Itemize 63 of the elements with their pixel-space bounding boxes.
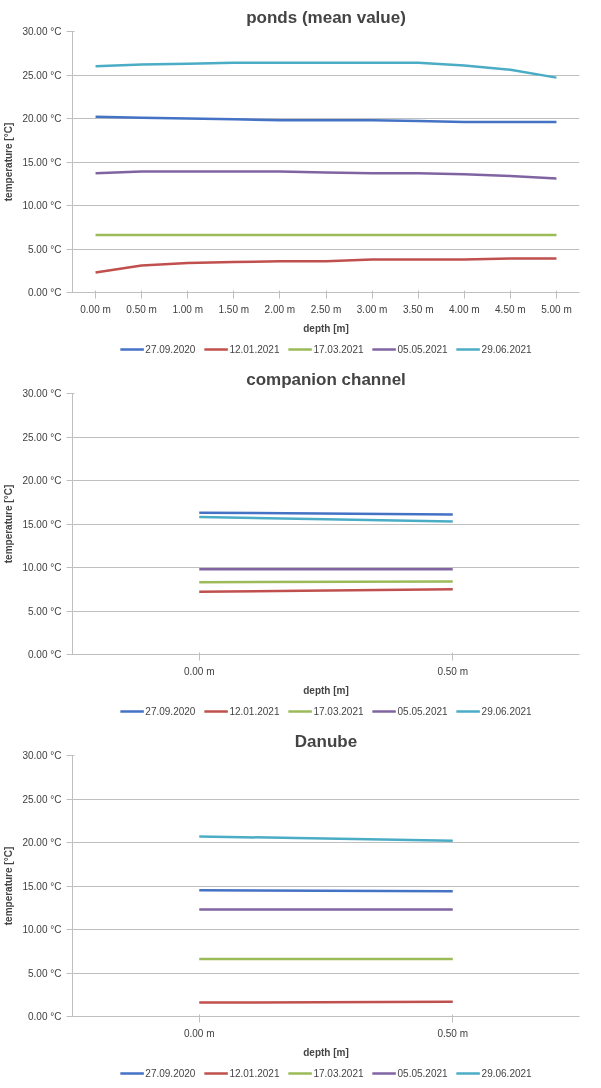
line-series bbox=[94, 170, 558, 180]
y-tick-label: 15.00 °C bbox=[22, 156, 62, 168]
x-axis-title: depth [m] bbox=[303, 322, 349, 334]
legend-label: 12.01.2021 bbox=[229, 1067, 280, 1079]
y-tick-label: 0.00 °C bbox=[28, 287, 62, 298]
legend-label: 05.05.2021 bbox=[397, 705, 448, 717]
legend-label: 05.05.2021 bbox=[397, 343, 448, 355]
y-tick-label: 25.00 °C bbox=[22, 431, 62, 443]
y-tick-label: 5.00 °C bbox=[28, 967, 62, 979]
x-tick-label: 1.00 m bbox=[172, 303, 204, 315]
legend-label: 05.05.2021 bbox=[397, 1067, 448, 1079]
legend-label: 17.03.2021 bbox=[313, 705, 364, 717]
legend-label: 27.09.2020 bbox=[145, 1067, 196, 1079]
legend-label: 27.09.2020 bbox=[145, 343, 196, 355]
legend-label: 29.06.2021 bbox=[481, 1067, 532, 1079]
y-tick-label: 0.00 °C bbox=[28, 649, 62, 660]
y-tick-label: 25.00 °C bbox=[22, 69, 62, 81]
x-tick-label: 0.50 m bbox=[437, 665, 469, 677]
x-tick-label: 2.00 m bbox=[264, 303, 296, 315]
y-axis-title: temperature [°C] bbox=[3, 484, 15, 564]
y-axis-title: temperature [°C] bbox=[3, 846, 15, 926]
x-axis-title: depth [m] bbox=[303, 1046, 349, 1058]
x-tick-label: 4.50 m bbox=[495, 303, 526, 315]
x-tick-label: 0.00 m bbox=[80, 303, 111, 315]
legend-label: 12.01.2021 bbox=[229, 705, 280, 717]
x-tick-label: 0.50 m bbox=[126, 303, 157, 315]
chart-title: companion channel bbox=[246, 369, 406, 389]
y-tick-label: 25.00 °C bbox=[22, 793, 62, 805]
line-series bbox=[94, 257, 558, 274]
y-tick-label: 5.00 °C bbox=[28, 243, 62, 255]
y-tick-label: 30.00 °C bbox=[22, 388, 62, 399]
legend-label: 29.06.2021 bbox=[481, 343, 532, 355]
x-tick-label: 5.00 m bbox=[541, 303, 572, 315]
y-tick-label: 30.00 °C bbox=[22, 750, 62, 761]
x-tick-label: 1.50 m bbox=[218, 303, 250, 315]
legend-label: 29.06.2021 bbox=[481, 705, 532, 717]
legend-label: 12.01.2021 bbox=[229, 343, 280, 355]
x-tick-label: 3.00 m bbox=[356, 303, 388, 315]
y-tick-label: 10.00 °C bbox=[22, 924, 62, 935]
x-tick-label: 3.50 m bbox=[402, 303, 434, 315]
y-tick-label: 20.00 °C bbox=[22, 113, 62, 124]
x-tick-label: 2.50 m bbox=[310, 303, 342, 315]
x-tick-label: 0.50 m bbox=[437, 1027, 469, 1039]
y-tick-label: 15.00 °C bbox=[22, 880, 62, 892]
y-tick-label: 20.00 °C bbox=[22, 475, 62, 486]
y-tick-label: 30.00 °C bbox=[22, 26, 62, 37]
x-tick-label: 4.00 m bbox=[448, 303, 480, 315]
y-tick-label: 0.00 °C bbox=[28, 1011, 62, 1022]
y-tick-label: 15.00 °C bbox=[22, 518, 62, 530]
y-tick-label: 5.00 °C bbox=[28, 605, 62, 617]
x-axis-title: depth [m] bbox=[303, 684, 349, 696]
y-tick-label: 10.00 °C bbox=[22, 200, 62, 211]
chart-title: Danube bbox=[294, 731, 358, 751]
chart-title: ponds (mean value) bbox=[246, 7, 406, 27]
x-tick-label: 0.00 m bbox=[183, 665, 215, 677]
legend-label: 27.09.2020 bbox=[145, 705, 196, 717]
line-series bbox=[94, 61, 558, 79]
x-tick-label: 0.00 m bbox=[183, 1027, 215, 1039]
y-tick-label: 10.00 °C bbox=[22, 562, 62, 573]
legend-label: 17.03.2021 bbox=[313, 343, 364, 355]
legend-label: 17.03.2021 bbox=[313, 1067, 364, 1079]
y-axis-title: temperature [°C] bbox=[3, 122, 15, 202]
y-tick-label: 20.00 °C bbox=[22, 837, 62, 848]
